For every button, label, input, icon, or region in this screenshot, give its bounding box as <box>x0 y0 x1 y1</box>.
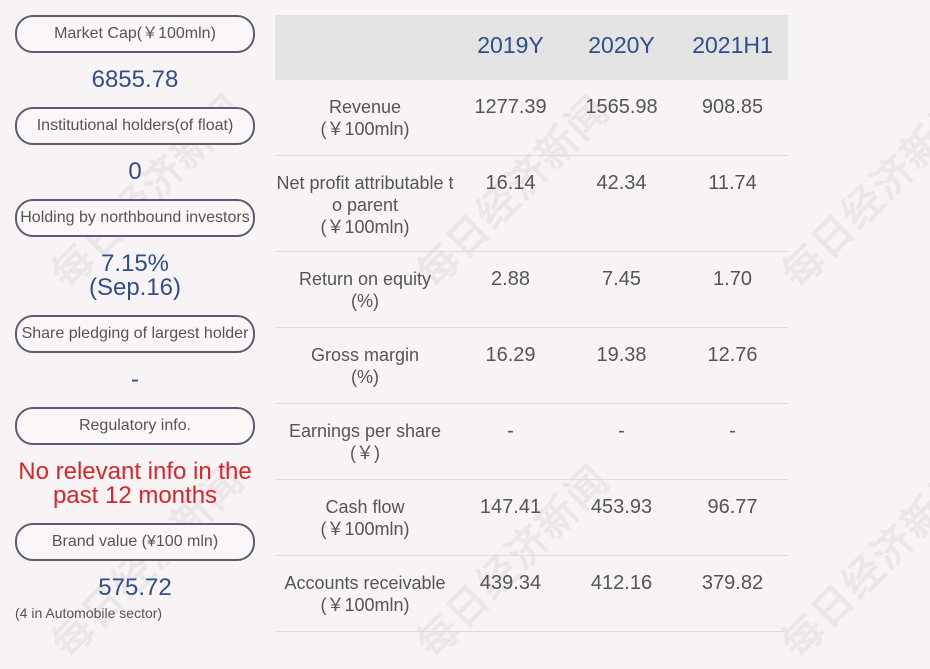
watermark: 每日经济新闻 <box>773 456 930 668</box>
table-cell: 7.45 <box>602 268 641 290</box>
regulatory-info-label: Regulatory info. <box>15 407 255 445</box>
table-cell: 412.16 <box>590 572 653 594</box>
table-cell: 439.34 <box>479 572 542 594</box>
regulatory-info-value: No relevant info in the past 12 months <box>18 458 252 509</box>
table-cell: 11.74 <box>708 172 757 194</box>
table-row: Net profit attributable to parent (￥100ml… <box>275 156 788 252</box>
share-pledging-value: - <box>131 366 139 393</box>
table-cell: 908.85 <box>701 96 764 118</box>
brand-value: 575.72 <box>98 574 172 601</box>
table-cell: - <box>729 420 736 442</box>
market-cap-label: Market Cap(￥100mln) <box>15 15 255 53</box>
column-header: 2021H1 <box>692 32 773 58</box>
row-label: Earnings per share (￥) <box>288 421 442 463</box>
table-cell: 19.38 <box>596 344 647 366</box>
table-cell: - <box>507 420 514 442</box>
table-cell: 42.34 <box>596 172 647 194</box>
table-cell: 453.93 <box>590 496 653 518</box>
table-cell: 1565.98 <box>585 96 658 118</box>
table-cell: 2.88 <box>491 268 530 290</box>
brand-value-label: Brand value (¥100 mln) <box>15 523 255 561</box>
row-label: Cash flow (￥100mln) <box>320 497 410 539</box>
table-cell: 16.14 <box>485 172 536 194</box>
institutional-holders-value: 0 <box>128 158 142 185</box>
table-row: Return on equity (%) 2.88 7.45 1.70 <box>275 252 788 328</box>
institutional-holders-label: Institutional holders(of float) <box>15 107 255 145</box>
table-cell: 16.29 <box>485 344 536 366</box>
row-label: Return on equity (%) <box>298 269 432 311</box>
financial-table: 2019Y 2020Y 2021H1 Revenue (￥100mln) 1277… <box>275 15 788 632</box>
table-row: Cash flow (￥100mln) 147.41 453.93 96.77 <box>275 480 788 556</box>
table-cell: - <box>618 420 625 442</box>
northbound-holding-label: Holding by northbound investors <box>15 199 255 237</box>
table-row: Earnings per share (￥) - - - <box>275 404 788 480</box>
table-cell: 12.76 <box>707 344 758 366</box>
northbound-holding-value: 7.15% <box>100 250 170 277</box>
table-cell: 96.77 <box>707 496 758 518</box>
watermark: 每日经济新闻 <box>773 86 930 298</box>
table-row: Accounts receivable (￥100mln) 439.34 412.… <box>275 556 788 632</box>
table-row: Gross margin (%) 16.29 19.38 12.76 <box>275 328 788 404</box>
brand-sector-note: (4 in Automobile sector) <box>15 605 163 621</box>
column-header: 2019Y <box>477 32 544 58</box>
table-row: Revenue (￥100mln) 1277.39 1565.98 908.85 <box>275 80 788 156</box>
northbound-holding-date: (Sep.16) <box>88 274 182 301</box>
table-cell: 1.70 <box>713 268 752 290</box>
table-cell: 379.82 <box>701 572 764 594</box>
table-cell: 147.41 <box>479 496 542 518</box>
row-label: Revenue (￥100mln) <box>320 97 410 139</box>
table-header: 2019Y 2020Y 2021H1 <box>275 15 788 80</box>
column-header: 2020Y <box>588 32 655 58</box>
market-cap-value: 6855.78 <box>91 66 179 93</box>
row-label: Gross margin (%) <box>310 345 420 387</box>
share-pledging-label: Share pledging of largest holder <box>15 315 255 353</box>
table-cell: 1277.39 <box>474 96 547 118</box>
row-label: Net profit attributable to parent (￥100ml… <box>276 173 454 237</box>
row-label: Accounts receivable (￥100mln) <box>284 573 446 615</box>
